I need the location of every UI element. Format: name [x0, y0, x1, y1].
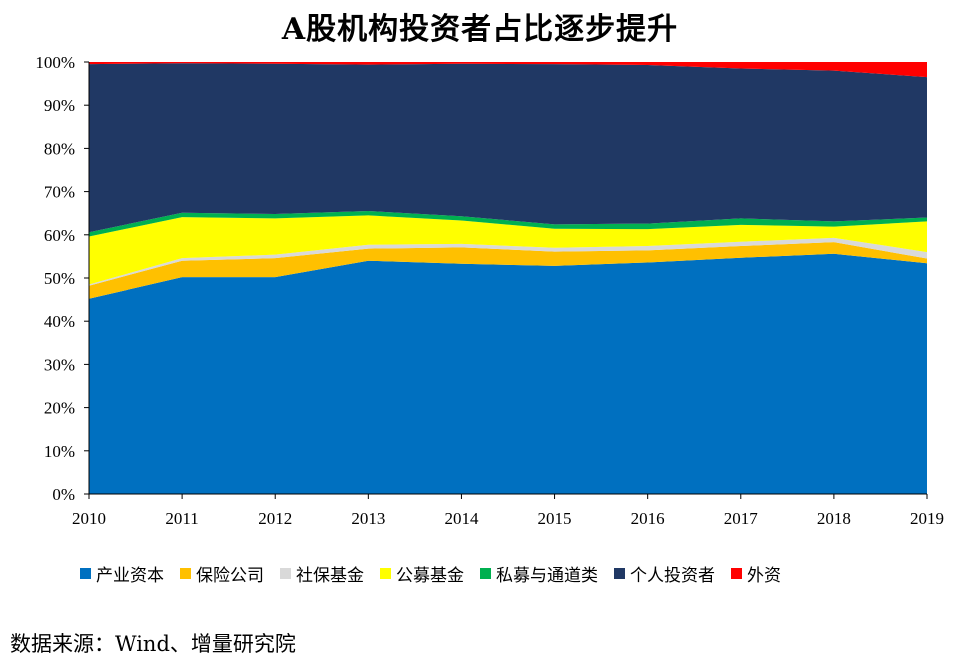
legend-item: 保险公司	[180, 561, 264, 586]
y-tick-label: 50%	[44, 269, 75, 288]
y-tick-label: 80%	[44, 139, 75, 158]
area-series-1	[89, 242, 927, 299]
legend-swatch	[280, 568, 291, 579]
legend-item: 产业资本	[80, 561, 164, 586]
legend-label: 私募与通道类	[496, 566, 598, 586]
y-tick-label: 60%	[44, 226, 75, 245]
legend: 产业资本 保险公司 社保基金 公募基金 私募与通道类 个人投资者 外资	[80, 561, 781, 586]
y-tick-label: 100%	[35, 53, 75, 72]
area-series-5	[89, 63, 927, 233]
chart-title: A股机构投资者占比逐步提升	[281, 12, 679, 47]
x-tick-label: 2012	[258, 509, 292, 528]
y-tick-label: 10%	[44, 442, 75, 461]
area-series-6	[89, 62, 927, 78]
x-tick-label: 2017	[724, 509, 759, 528]
legend-swatch	[614, 568, 625, 579]
area-series-4	[89, 211, 927, 237]
legend-swatch	[731, 568, 742, 579]
legend-swatch	[180, 568, 191, 579]
y-tick-label: 90%	[44, 96, 75, 115]
area-series-3	[89, 215, 927, 285]
legend-label: 公募基金	[396, 566, 464, 586]
legend-item: 个人投资者	[614, 561, 715, 586]
y-tick-label: 40%	[44, 312, 75, 331]
y-tick-label: 20%	[44, 399, 75, 418]
x-tick-label: 2013	[351, 509, 385, 528]
source-note: 数据来源：Wind、增量研究院	[10, 632, 296, 656]
x-tick-label: 2014	[444, 509, 479, 528]
legend-item: 社保基金	[280, 561, 364, 586]
x-tick-label: 2010	[72, 509, 106, 528]
x-tick-label: 2019	[910, 509, 944, 528]
legend-label: 保险公司	[196, 566, 264, 586]
legend-swatch	[480, 568, 491, 579]
legend-label: 外资	[747, 566, 781, 586]
legend-item: 公募基金	[380, 561, 464, 586]
legend-label: 产业资本	[96, 566, 164, 586]
legend-item: 私募与通道类	[480, 561, 598, 586]
x-tick-label: 2015	[538, 509, 572, 528]
area-series-2	[89, 237, 927, 286]
x-tick-label: 2016	[631, 509, 665, 528]
x-tick-label: 2011	[165, 509, 198, 528]
legend-item: 外资	[731, 561, 781, 586]
y-tick-label: 30%	[44, 355, 75, 374]
legend-label: 社保基金	[296, 566, 364, 586]
y-tick-label: 0%	[52, 485, 75, 504]
area-series-0	[89, 253, 927, 494]
legend-swatch	[380, 568, 391, 579]
y-tick-label: 70%	[44, 183, 75, 202]
legend-label: 个人投资者	[630, 566, 715, 586]
legend-swatch	[80, 568, 91, 579]
x-tick-label: 2018	[817, 509, 851, 528]
